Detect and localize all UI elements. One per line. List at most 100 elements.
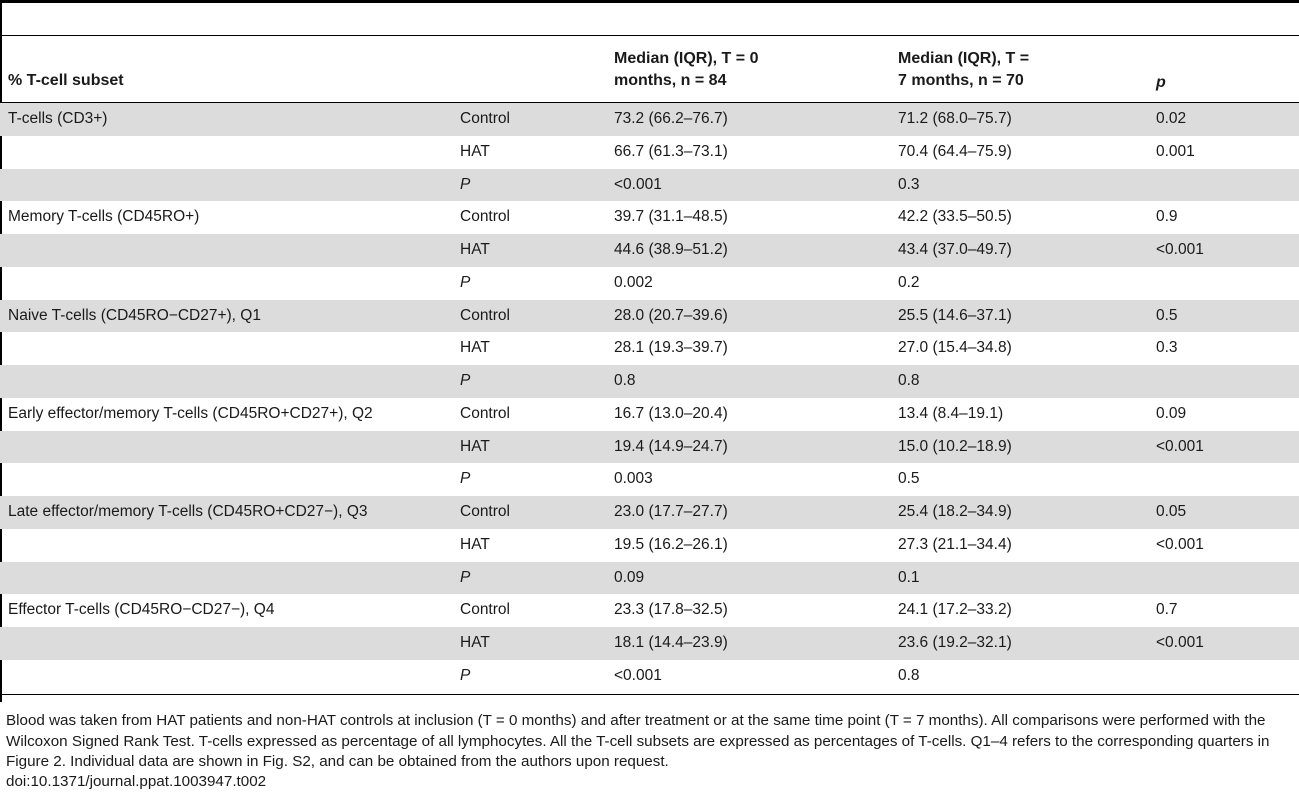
cell-p: 0.05 — [1156, 503, 1187, 520]
cell-group: HAT — [460, 339, 490, 357]
cell-t7: 0.5 — [898, 470, 920, 488]
header-t0-line1: Median (IQR), T = 0 — [614, 50, 759, 67]
cell-t0: 23.0 (17.7–27.7) — [614, 503, 728, 520]
table-row: HAT 66.7 (61.3–73.1) 70.4 (64.4–75.9) 0.001 — [0, 136, 1299, 169]
cell-group: HAT — [460, 535, 490, 553]
header-subset: % T-cell subset — [8, 72, 124, 89]
cell-t0: <0.001 — [614, 175, 662, 193]
cell-t7: 71.2 (68.0–75.7) — [898, 110, 1012, 127]
cell-subset: Naive T-cells (CD45RO−CD27+), Q1 — [8, 306, 261, 324]
cell-group: HAT — [460, 634, 490, 651]
table-body: T-cells (CD3+) Control 73.2 (66.2–76.7) 71.… — [0, 103, 1299, 693]
cell-subset: Early effector/memory T-cells (CD45RO+CD… — [8, 404, 373, 422]
cell-group: Control — [460, 404, 510, 422]
cell-t0: 18.1 (14.4–23.9) — [614, 634, 728, 651]
cell-t7: 23.6 (19.2–32.1) — [898, 634, 1012, 651]
table-row: Memory T-cells (CD45RO+) Control 39.7 (31.… — [0, 201, 1299, 234]
top-rule — [0, 0, 1299, 3]
cell-subset: Effector T-cells (CD45RO−CD27−), Q4 — [8, 601, 275, 619]
cell-p: 0.5 — [1156, 306, 1178, 324]
cell-t7: 25.5 (14.6–37.1) — [898, 306, 1012, 324]
cell-p: 0.09 — [1156, 404, 1187, 422]
cell-p: <0.001 — [1156, 634, 1204, 651]
table-row: Late effector/memory T-cells (CD45RO+CD2… — [0, 496, 1299, 529]
cell-subset: T-cells (CD3+) — [8, 110, 108, 127]
cell-group: Control — [460, 601, 510, 619]
table-row: P <0.001 0.8 — [0, 660, 1299, 693]
header-top-rule — [0, 35, 1299, 36]
cell-t0: 28.1 (19.3–39.7) — [614, 339, 728, 357]
cell-t7: 24.1 (17.2–33.2) — [898, 601, 1012, 619]
cell-t7: 70.4 (64.4–75.9) — [898, 142, 1012, 160]
cell-t7: 42.2 (33.5–50.5) — [898, 208, 1012, 226]
cell-t0: 44.6 (38.9–51.2) — [614, 241, 728, 258]
cell-t0: 66.7 (61.3–73.1) — [614, 142, 728, 160]
cell-group: Control — [460, 110, 510, 127]
table-row: P 0.002 0.2 — [0, 267, 1299, 300]
cell-p: 0.001 — [1156, 142, 1195, 160]
cell-t0: 28.0 (20.7–39.6) — [614, 306, 728, 324]
table-row: Naive T-cells (CD45RO−CD27+), Q1 Control 2… — [0, 299, 1299, 333]
cell-t7: 0.8 — [898, 666, 920, 684]
cell-t0: <0.001 — [614, 666, 662, 684]
cell-t7: 15.0 (10.2–18.9) — [898, 437, 1012, 455]
cell-t7: 0.2 — [898, 273, 920, 291]
cell-subset: Late effector/memory T-cells (CD45RO+CD2… — [8, 503, 368, 520]
header-p: p — [1156, 74, 1166, 91]
cell-t7: 0.1 — [898, 568, 920, 586]
cell-p: 0.7 — [1156, 601, 1178, 619]
cell-t0: 0.002 — [614, 273, 653, 291]
table-row: T-cells (CD3+) Control 73.2 (66.2–76.7) 71.… — [0, 103, 1299, 136]
cell-p: 0.02 — [1156, 110, 1187, 127]
header-t7: Median (IQR), T = 7 months, n = 70 — [898, 48, 1029, 92]
table-row: HAT 18.1 (14.4–23.9) 23.6 (19.2–32.1) <0.00… — [0, 627, 1299, 660]
table-row: Early effector/memory T-cells (CD45RO+CD… — [0, 398, 1299, 431]
table-footnote: Blood was taken from HAT patients and no… — [6, 712, 1270, 770]
cell-p: <0.001 — [1156, 437, 1204, 455]
cell-t0: 39.7 (31.1–48.5) — [614, 208, 728, 226]
cell-t7: 27.3 (21.1–34.4) — [898, 535, 1012, 553]
cell-group: P — [460, 568, 471, 586]
cell-group: HAT — [460, 437, 490, 455]
cell-group: P — [460, 470, 471, 488]
cell-p: <0.001 — [1156, 535, 1204, 553]
table-row: Effector T-cells (CD45RO−CD27−), Q4 Contr… — [0, 594, 1299, 627]
cell-t7: 0.8 — [898, 372, 920, 389]
table-row: P 0.09 0.1 — [0, 561, 1299, 595]
header-t7-line2: 7 months, n = 70 — [898, 72, 1024, 89]
cell-p: 0.3 — [1156, 339, 1178, 357]
cell-t7: 27.0 (15.4–34.8) — [898, 339, 1012, 357]
header-t0: Median (IQR), T = 0 months, n = 84 — [614, 48, 758, 92]
cell-subset: Memory T-cells (CD45RO+) — [8, 208, 200, 226]
cell-group: P — [460, 273, 471, 291]
cell-group: P — [460, 372, 471, 389]
cell-t0: 0.09 — [614, 568, 645, 586]
cell-group: HAT — [460, 241, 490, 258]
cell-t0: 19.4 (14.9–24.7) — [614, 437, 728, 455]
cell-t7: 0.3 — [898, 175, 920, 193]
table-row: HAT 19.4 (14.9–24.7) 15.0 (10.2–18.9) <0.00… — [0, 430, 1299, 464]
cell-p: 0.9 — [1156, 208, 1178, 226]
cell-t0: 19.5 (16.2–26.1) — [614, 535, 728, 553]
cell-group: P — [460, 666, 471, 684]
cell-t0: 73.2 (66.2–76.7) — [614, 110, 728, 127]
cell-group: P — [460, 175, 471, 193]
table-row: HAT 19.5 (16.2–26.1) 27.3 (21.1–34.4) <0.00… — [0, 529, 1299, 562]
table-row: P <0.001 0.3 — [0, 168, 1299, 202]
left-rule — [0, 0, 2, 702]
header-t7-line1: Median (IQR), T = — [898, 50, 1030, 67]
cell-t0: 16.7 (13.0–20.4) — [614, 404, 728, 422]
bottom-rule — [0, 694, 1299, 695]
cell-group: Control — [460, 306, 510, 324]
table-row: HAT 44.6 (38.9–51.2) 43.4 (37.0–49.7) <0.00… — [0, 234, 1299, 267]
cell-t0: 23.3 (17.8–32.5) — [614, 601, 728, 619]
table-row: P 0.8 0.8 — [0, 365, 1299, 398]
cell-group: Control — [460, 503, 510, 520]
header-t0-line2: months, n = 84 — [614, 72, 727, 89]
table-row: P 0.003 0.5 — [0, 463, 1299, 496]
cell-p: <0.001 — [1156, 241, 1204, 258]
cell-t0: 0.8 — [614, 372, 636, 389]
table-row: HAT 28.1 (19.3–39.7) 27.0 (15.4–34.8) 0.3 — [0, 332, 1299, 365]
doi-text: doi:10.1371/journal.ppat.1003947.t002 — [6, 773, 267, 790]
cell-group: HAT — [460, 142, 490, 160]
